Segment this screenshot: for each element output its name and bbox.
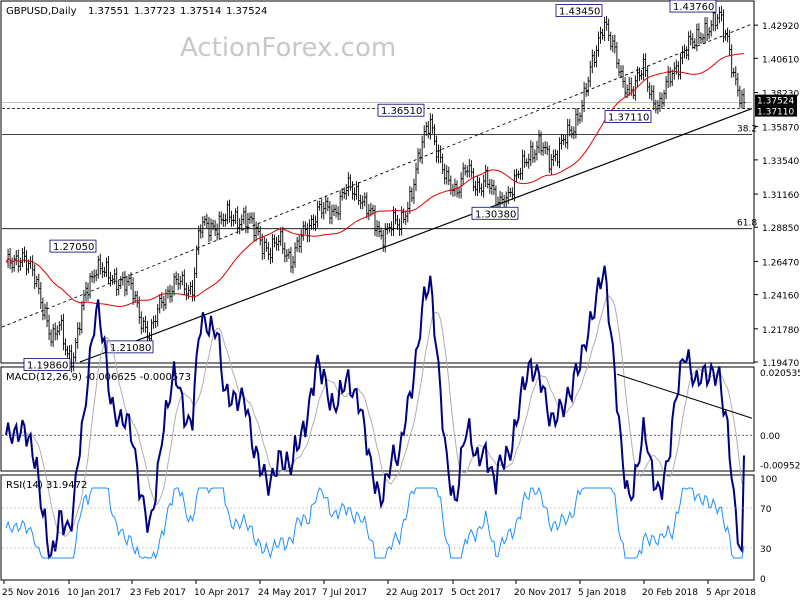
swing-label-box: [604, 110, 652, 123]
price-tick-label: 1.24160: [762, 292, 799, 302]
x-tick-label: 25 Nov 2016: [2, 588, 60, 598]
symbol-header: GBPUSD,Daily: [6, 6, 77, 17]
price-tick-label: 1.33540: [762, 157, 799, 167]
rsi-line: [5, 486, 745, 560]
rsi-tick-label: 0: [760, 575, 766, 585]
x-tick-label: 23 Feb 2017: [130, 588, 186, 598]
x-tick-label: 10 Apr 2017: [194, 588, 250, 598]
rsi-tick-label: 70: [760, 505, 772, 515]
x-tick-label: 7 Jul 2017: [322, 588, 367, 598]
ohlc-high: 1.37723: [134, 6, 175, 17]
swing-label-box: [555, 4, 603, 17]
swing-label-box: [49, 239, 97, 253]
ohlc-close: 1.37524: [226, 6, 267, 17]
swing-label: 1.43760: [669, 0, 717, 13]
rsi-header: RSI(14) 31.9472: [6, 480, 87, 491]
current-price-tag-bg: [755, 105, 797, 117]
swing-label-text: 1.36510: [381, 106, 422, 117]
swing-label-text: 1.30380: [475, 209, 516, 220]
current-price-tag-bg: [755, 94, 797, 106]
swing-label-box: [23, 357, 71, 371]
price-tick-label: 1.26470: [762, 258, 799, 268]
macd-trend-line: [616, 373, 753, 419]
ohlc-low: 1.37514: [180, 6, 221, 17]
current-price-tag: 1.37524: [755, 94, 797, 107]
current-price-tag-text: 1.37110: [757, 108, 794, 118]
macd-tick-label: -0.009529: [760, 461, 800, 471]
x-tick-label: 22 Aug 2017: [386, 588, 444, 598]
rsi-tick-label: 30: [760, 545, 772, 555]
x-tick-label: 24 May 2017: [258, 588, 317, 598]
swing-label-text: 1.43450: [559, 7, 600, 18]
macd-tick-label: 0.020535: [760, 369, 800, 379]
channel-support-line: [79, 108, 753, 363]
swing-label-box: [471, 206, 519, 220]
ohlc-bar: [742, 88, 746, 110]
macd-tick-label: 0.00: [760, 432, 780, 442]
x-tick-label: 5 Oct 2017: [451, 588, 501, 598]
macd-line: [5, 265, 745, 560]
price-tick-label: 1.31160: [762, 191, 799, 201]
swing-label: 1.27050: [49, 239, 97, 253]
rsi-panel-frame: [0, 474, 755, 581]
price-tick-label: 1.21780: [762, 326, 799, 336]
price-tick-label: 1.38230: [762, 89, 799, 99]
moving-average-line: [5, 53, 745, 307]
swing-label: 1.37110: [604, 110, 652, 124]
swing-label-text: 1.19860: [27, 360, 68, 371]
swing-label: 1.19860: [23, 357, 71, 371]
x-tick-label: 5 Apr 2018: [706, 588, 756, 598]
price-tick-label: 1.42920: [762, 22, 799, 32]
x-tick-label: 10 Jan 2017: [67, 588, 121, 598]
x-tick-label: 20 Nov 2017: [514, 588, 572, 598]
x-tick-label: 5 Jan 2018: [578, 588, 626, 598]
swing-label-box: [377, 103, 425, 117]
swing-label-text: 1.27050: [53, 242, 94, 253]
swing-label-text: 1.37110: [608, 113, 649, 124]
price-panel-frame: [0, 0, 755, 364]
swing-label-text: 1.21080: [110, 343, 151, 354]
swing-label: 1.30380: [471, 206, 519, 220]
current-price-tag: 1.37110: [755, 105, 797, 118]
watermark: ActionForex.com: [180, 33, 396, 63]
swing-label-box: [669, 0, 717, 13]
current-price-tag-text: 1.37524: [757, 97, 794, 107]
fib-level-label: 61.8: [737, 219, 757, 229]
x-tick-label: 20 Feb 2018: [642, 588, 698, 598]
price-tick-label: 1.19470: [762, 359, 799, 369]
swing-label-text: 1.43760: [673, 2, 714, 13]
price-tick-label: 1.35870: [762, 123, 799, 133]
ohlc-open: 1.37551: [88, 6, 129, 17]
macd-header: MACD(12,26,9) -0.006625 -0.000573: [6, 372, 191, 383]
swing-label: 1.36510: [377, 103, 425, 117]
price-tick-label: 1.40610: [762, 55, 799, 65]
price-tick-label: 1.28850: [762, 224, 799, 234]
swing-label-box: [106, 340, 154, 354]
swing-label: 1.43450: [555, 4, 603, 18]
rsi-tick-label: 100: [760, 475, 777, 485]
fib-level-label: 38.2: [737, 125, 757, 135]
swing-label: 1.21080: [106, 340, 154, 354]
